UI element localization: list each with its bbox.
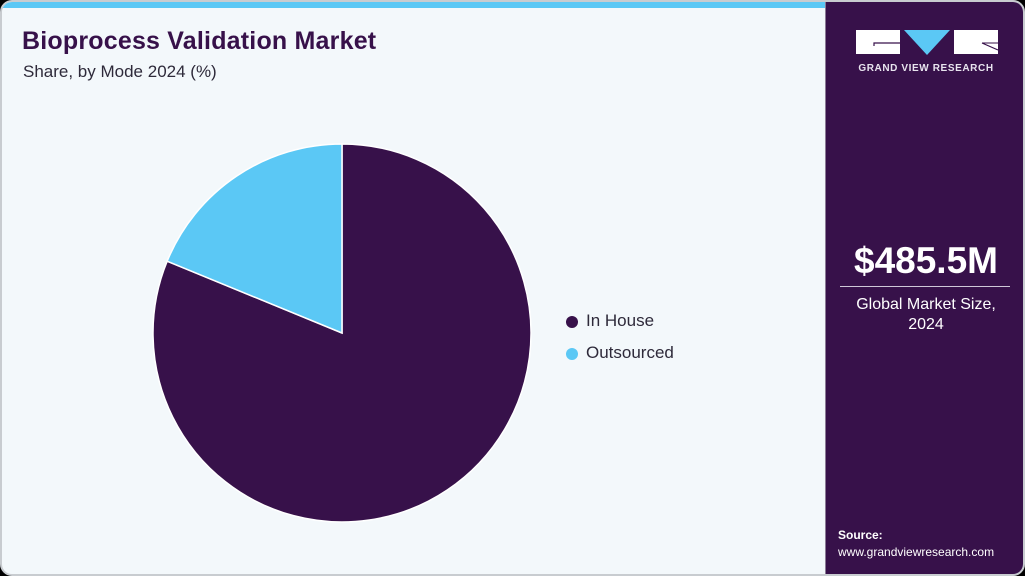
legend: In House Outsourced [566, 305, 674, 369]
market-size-label-line2: 2024 [908, 316, 944, 333]
market-size-label: Global Market Size, 2024 [826, 295, 1023, 335]
pie-chart [151, 142, 533, 524]
logo-text: GRAND VIEW RESEARCH [858, 63, 994, 74]
market-size-value: $485.5M [854, 240, 998, 281]
chart-subtitle: Share, by Mode 2024 (%) [23, 62, 217, 81]
market-size-label-line1: Global Market Size, [856, 296, 996, 313]
side-panel: GRAND VIEW RESEARCH $485.5M Global Marke… [825, 2, 1023, 574]
legend-label: In House [586, 311, 655, 330]
legend-label: Outsourced [586, 343, 674, 362]
chart-area: Bioprocess Validation Market Share, by M… [2, 2, 825, 574]
source-url-link[interactable]: www.grandviewresearch.com [838, 545, 995, 559]
divider [840, 286, 1010, 287]
legend-item-outsourced: Outsourced [566, 337, 674, 369]
accent-strip [2, 2, 825, 8]
source-label: Source: [838, 528, 883, 542]
chart-title: Bioprocess Validation Market [22, 27, 377, 55]
legend-dot-icon [566, 348, 578, 360]
legend-dot-icon [566, 316, 578, 328]
legend-item-in-house: In House [566, 305, 674, 337]
pie-svg [152, 143, 532, 523]
pie-slice-outsourced [166, 143, 343, 335]
grand-view-research-logo-icon [856, 30, 998, 55]
